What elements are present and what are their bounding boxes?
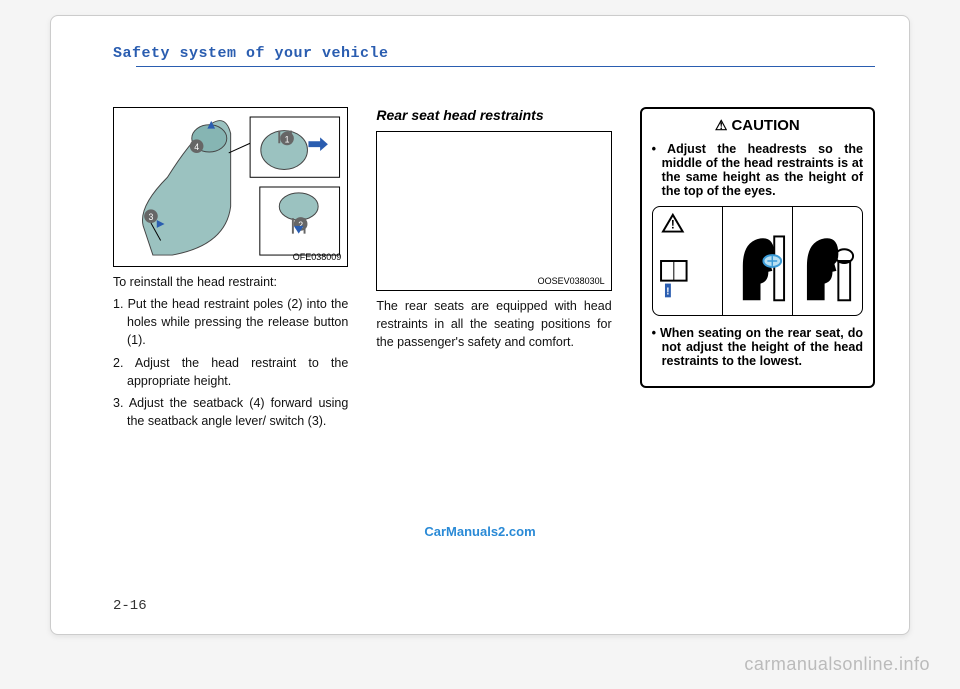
figure-rear-headrest: OOSEV038030L	[376, 131, 611, 291]
step-1: 1. Put the head restraint poles (2) into…	[113, 295, 348, 349]
col1-text: To reinstall the head restraint: 1. Put …	[113, 273, 348, 430]
step-3: 3. Adjust the seatback (4) forward using…	[113, 394, 348, 430]
content-columns: 4 3 1 2	[113, 107, 875, 434]
svg-text:4: 4	[194, 142, 199, 152]
section-title: Safety system of your vehicle	[113, 45, 389, 62]
caution-label: CAUTION	[731, 117, 799, 134]
section-header: Safety system of your vehicle	[113, 44, 875, 67]
figure-code: OFE038009	[293, 252, 342, 262]
center-watermark: CarManuals2.com	[424, 524, 535, 539]
column-1: 4 3 1 2	[113, 107, 348, 434]
svg-text:!: !	[671, 219, 675, 232]
column-3: ⚠CAUTION Adjust the headrests so the mid…	[640, 107, 875, 434]
col2-subhead: Rear seat head restraints	[376, 107, 611, 123]
caution-item-1: Adjust the headrests so the middle of th…	[652, 142, 863, 198]
svg-text:1: 1	[285, 134, 290, 144]
col2-body: The rear seats are equipped with head re…	[376, 297, 611, 351]
manual-page: Safety system of your vehicle 4 3	[50, 15, 910, 635]
svg-text:3: 3	[149, 212, 154, 222]
header-rule	[136, 66, 875, 67]
site-watermark: carmanualsonline.info	[744, 654, 930, 675]
caution-figure: ! !	[652, 206, 863, 316]
svg-text:!: !	[666, 286, 669, 297]
seat-illustration: 4 3 1 2	[114, 108, 347, 266]
warning-icon: ⚠	[715, 117, 728, 133]
caution-item-2: When seating on the rear seat, do not ad…	[652, 326, 863, 368]
col1-intro: To reinstall the head restraint:	[113, 273, 348, 291]
figure-seat-reinstall: 4 3 1 2	[113, 107, 348, 267]
page-number: 2-16	[113, 598, 147, 614]
caution-heading: ⚠CAUTION	[652, 117, 863, 134]
column-2: Rear seat head restraints OOSEV038030L T…	[376, 107, 611, 434]
caution-panel-left: ! !	[653, 207, 723, 315]
col1-steps: 1. Put the head restraint poles (2) into…	[113, 295, 348, 430]
caution-box: ⚠CAUTION Adjust the headrests so the mid…	[640, 107, 875, 388]
step-2: 2. Adjust the head restraint to the appr…	[113, 354, 348, 390]
caution-panel-mid	[723, 207, 793, 315]
figure-code-2: OOSEV038030L	[538, 276, 605, 286]
caution-panel-right	[793, 207, 862, 315]
caution-list: Adjust the headrests so the middle of th…	[652, 142, 863, 198]
caution-list-2: When seating on the rear seat, do not ad…	[652, 326, 863, 368]
